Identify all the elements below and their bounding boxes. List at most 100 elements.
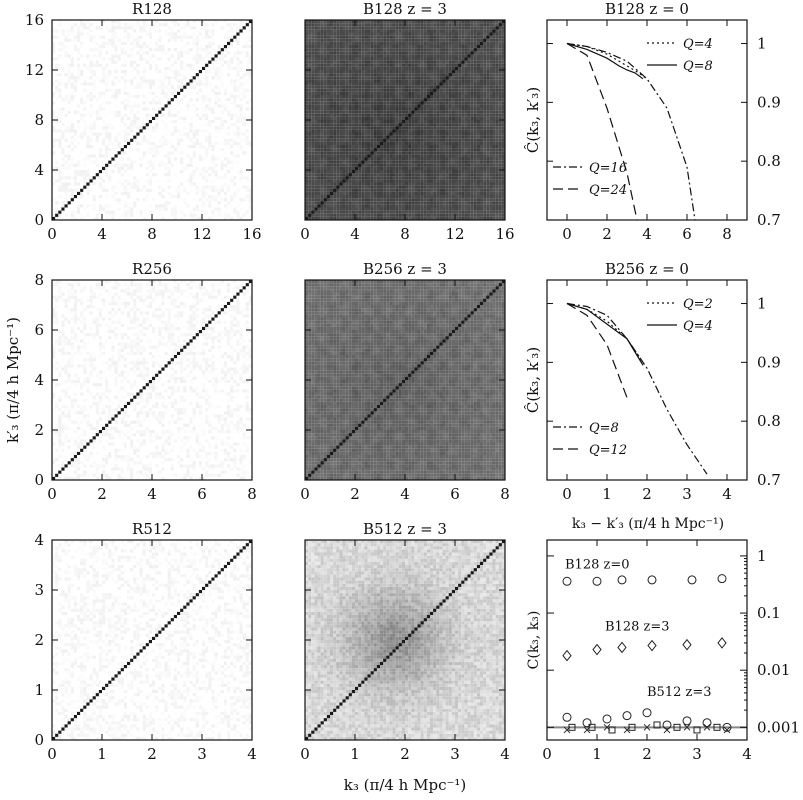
heatmap-cell bbox=[192, 154, 196, 158]
heatmap-cell bbox=[308, 45, 312, 49]
heatmap-cell bbox=[123, 51, 128, 55]
heatmap-cell bbox=[339, 57, 343, 61]
heatmap-cell bbox=[111, 23, 115, 27]
heatmap-cell bbox=[145, 179, 149, 183]
heatmap-cell bbox=[189, 216, 193, 221]
heatmap-cell bbox=[367, 179, 371, 183]
heatmap-cell bbox=[311, 45, 315, 49]
heatmap-cell bbox=[355, 126, 359, 130]
heatmap-cell bbox=[314, 138, 318, 142]
heatmap-cell bbox=[342, 63, 346, 67]
heatmap-cell bbox=[423, 26, 427, 30]
heatmap-cell bbox=[73, 138, 78, 142]
heatmap-cell bbox=[361, 126, 365, 130]
heatmap-cell bbox=[442, 73, 446, 77]
heatmap-cell bbox=[192, 173, 196, 177]
heatmap-cell bbox=[323, 88, 327, 92]
heatmap-cell bbox=[64, 163, 68, 167]
heatmap-cell bbox=[161, 120, 165, 124]
heatmap-cell bbox=[389, 216, 393, 221]
heatmap-cell bbox=[239, 66, 243, 71]
heatmap-cell bbox=[339, 198, 343, 202]
heatmap-cell bbox=[133, 95, 137, 99]
heatmap-cell bbox=[448, 63, 452, 67]
heatmap-cell bbox=[376, 104, 381, 108]
heatmap-cell bbox=[305, 116, 309, 121]
heatmap-cell bbox=[214, 104, 218, 108]
heatmap-cell bbox=[433, 148, 437, 152]
heatmap-cell bbox=[439, 54, 443, 58]
heatmap-cell bbox=[398, 176, 402, 180]
heatmap-cell bbox=[448, 29, 452, 33]
heatmap-cell bbox=[336, 166, 340, 171]
heatmap-cell bbox=[436, 116, 440, 121]
heatmap-cell bbox=[351, 54, 356, 58]
heatmap-cell bbox=[389, 41, 393, 46]
heatmap-cell bbox=[305, 88, 309, 92]
heatmap-cell bbox=[442, 188, 446, 192]
heatmap-cell bbox=[373, 98, 377, 102]
heatmap-cell bbox=[392, 101, 396, 105]
heatmap-cell bbox=[152, 48, 156, 52]
heatmap-cell bbox=[383, 88, 387, 92]
heatmap-cell bbox=[436, 141, 440, 146]
heatmap-cell bbox=[311, 113, 315, 117]
heatmap-cell bbox=[411, 45, 415, 49]
heatmap-cell bbox=[339, 148, 343, 152]
heatmap-cell bbox=[142, 26, 146, 30]
heatmap-cell bbox=[380, 107, 384, 111]
heatmap-cell bbox=[417, 70, 421, 74]
heatmap-cell bbox=[180, 82, 184, 86]
heatmap-cell bbox=[380, 26, 384, 30]
heatmap-cell bbox=[348, 63, 352, 67]
heatmap-cell bbox=[426, 204, 431, 208]
heatmap-cell bbox=[401, 48, 406, 52]
heatmap-cell bbox=[448, 129, 452, 133]
heatmap-cell bbox=[320, 48, 324, 52]
heatmap-cell bbox=[364, 210, 368, 214]
heatmap-cell bbox=[86, 95, 90, 99]
heatmap-cell bbox=[233, 216, 237, 221]
heatmap-cell bbox=[383, 29, 387, 33]
heatmap-cell bbox=[364, 26, 368, 30]
heatmap-cell bbox=[414, 135, 418, 139]
heatmap-cell bbox=[80, 98, 84, 102]
heatmap-cell bbox=[436, 70, 440, 74]
heatmap-cell bbox=[426, 29, 431, 33]
heatmap-cell bbox=[314, 173, 318, 177]
heatmap-cell bbox=[120, 191, 124, 196]
heatmap-cell bbox=[317, 41, 321, 46]
heatmap-cell bbox=[420, 182, 424, 186]
diagonal-cell bbox=[220, 48, 224, 52]
heatmap-cell bbox=[445, 148, 449, 152]
heatmap-cell bbox=[167, 179, 171, 183]
heatmap-cell bbox=[392, 32, 396, 36]
heatmap-cell bbox=[314, 113, 318, 117]
heatmap-cell bbox=[55, 29, 59, 33]
heatmap-cell bbox=[314, 107, 318, 111]
heatmap-cell bbox=[323, 104, 327, 108]
heatmap-cell bbox=[342, 66, 346, 71]
y-tick-label: 12 bbox=[25, 61, 44, 79]
heatmap-cell bbox=[408, 110, 412, 114]
heatmap-cell bbox=[214, 95, 218, 99]
heatmap-cell bbox=[348, 188, 352, 192]
heatmap-cell bbox=[314, 141, 318, 146]
heatmap-cell bbox=[401, 157, 406, 161]
heatmap-cell bbox=[180, 60, 184, 64]
heatmap-cell bbox=[420, 51, 424, 55]
heatmap-cell bbox=[120, 213, 124, 217]
heatmap-cell bbox=[202, 170, 206, 174]
heatmap-cell bbox=[52, 151, 56, 155]
heatmap-cell bbox=[370, 91, 374, 96]
diagonal-cell bbox=[164, 104, 168, 108]
heatmap-cell bbox=[408, 145, 412, 149]
heatmap-cell bbox=[445, 51, 449, 55]
heatmap-cell bbox=[336, 104, 340, 108]
heatmap-cell bbox=[448, 45, 452, 49]
heatmap-cell bbox=[148, 157, 153, 161]
heatmap-cell bbox=[89, 95, 93, 99]
heatmap-cell bbox=[155, 20, 159, 24]
heatmap-cell bbox=[317, 188, 321, 192]
heatmap-cell bbox=[361, 166, 365, 171]
